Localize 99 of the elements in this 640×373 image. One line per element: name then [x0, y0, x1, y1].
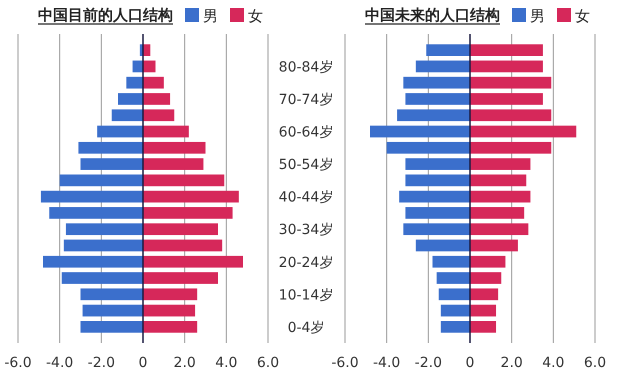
x-tick-label: -4.0 [46, 355, 74, 371]
y-tick-label: 50-54岁 [278, 157, 334, 174]
x-tick-label: 4.0 [542, 355, 564, 371]
bar [43, 256, 143, 268]
bar [440, 304, 470, 316]
bar [405, 93, 470, 105]
bar [436, 272, 470, 284]
bar [143, 240, 222, 252]
bar [132, 60, 143, 72]
bar [416, 60, 470, 72]
bar [143, 142, 206, 154]
x-tick-label: 2.0 [174, 355, 196, 371]
x-tick-label: -2.0 [414, 355, 442, 371]
legend-label: 女 [575, 7, 590, 25]
bar [405, 174, 470, 186]
bar [143, 158, 204, 170]
y-tick-label: 60-64岁 [278, 124, 334, 141]
y-tick-label: 10-14岁 [278, 287, 334, 304]
bar [143, 256, 243, 268]
bar [470, 142, 552, 154]
y-tick-label: 80-84岁 [278, 59, 334, 76]
bar [405, 207, 470, 219]
bar [143, 272, 218, 284]
bar [97, 126, 143, 138]
x-tick-label: 4.0 [215, 355, 238, 371]
bar [66, 223, 143, 236]
bar [397, 109, 470, 122]
bar [470, 190, 530, 202]
bar [64, 240, 143, 252]
bar [82, 304, 143, 316]
bar [143, 288, 198, 300]
bar [143, 304, 196, 316]
bar [143, 76, 164, 89]
x-tick-label: -4.0 [373, 355, 400, 371]
x-tick-label: 0 [466, 355, 474, 371]
bar [80, 288, 143, 300]
y-tick-label: 20-24岁 [278, 254, 334, 271]
bar [112, 109, 143, 122]
y-tick-label: 30-34岁 [278, 222, 334, 238]
bar [470, 207, 524, 219]
bar [143, 223, 218, 236]
bar [118, 93, 143, 105]
bar [143, 190, 239, 202]
legend-label: 男 [203, 7, 218, 25]
bar [432, 256, 470, 268]
bar [370, 126, 470, 138]
bar [62, 272, 143, 284]
bar [386, 142, 470, 154]
bar [470, 44, 543, 56]
bar [143, 174, 224, 186]
bar [399, 190, 470, 202]
bar [470, 93, 543, 105]
bar [405, 158, 470, 170]
bar [49, 207, 143, 219]
bar [440, 321, 470, 333]
bar [143, 126, 189, 138]
bar [438, 288, 470, 300]
bar [470, 272, 502, 284]
y-tick-label: 40-44岁 [278, 190, 334, 206]
bar [403, 76, 470, 89]
bar [80, 158, 143, 170]
chart-title: 中国未来的人口结构 [365, 6, 500, 24]
bar [403, 223, 470, 236]
bar [416, 240, 470, 252]
x-tick-label: 6.0 [584, 355, 606, 371]
x-tick-label: -6.0 [331, 355, 359, 371]
x-tick-label: 6.0 [256, 355, 280, 371]
bar [470, 60, 543, 72]
bar [470, 240, 518, 252]
legend-label: 女 [248, 7, 263, 25]
bar [143, 207, 233, 219]
bar [470, 158, 530, 170]
y-tick-label: 70-74岁 [278, 92, 334, 108]
y-tick-label: 0-4岁 [288, 320, 324, 336]
bar [470, 321, 496, 333]
bar [143, 93, 170, 105]
x-tick-label: -2.0 [88, 355, 115, 371]
bar [470, 304, 496, 316]
bar [60, 174, 143, 186]
chart-title: 中国目前的人口结构 [38, 6, 173, 24]
bar [80, 321, 143, 333]
bar [470, 174, 526, 186]
bar [40, 190, 143, 202]
legend-label: 男 [530, 7, 545, 25]
bar [143, 321, 198, 333]
bar [126, 76, 143, 89]
x-tick-label: 0 [138, 355, 148, 371]
x-tick-label: 2.0 [500, 355, 523, 371]
bar [470, 256, 506, 268]
bar [426, 44, 470, 56]
bar [470, 288, 498, 300]
bar [470, 126, 576, 138]
bar [143, 109, 174, 122]
bar [78, 142, 143, 154]
x-tick-label: -6.0 [4, 355, 32, 371]
bar [470, 223, 528, 236]
bar [470, 109, 552, 122]
bar [143, 60, 156, 72]
bar [470, 76, 552, 89]
